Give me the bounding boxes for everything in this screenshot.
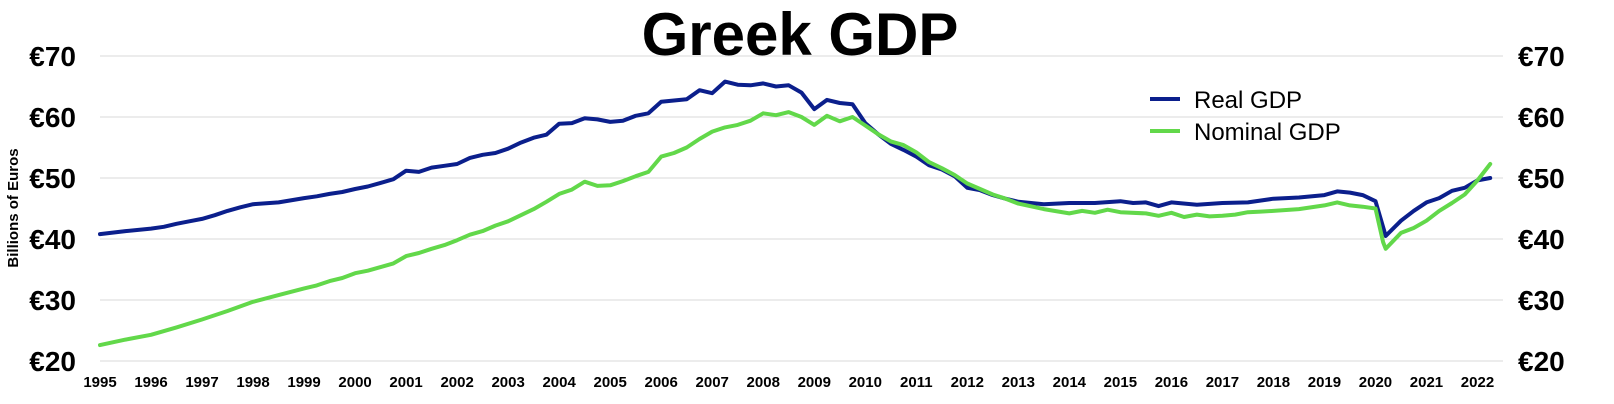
y-tick-right-60: €60 (1518, 102, 1565, 133)
x-tick-2021: 2021 (1410, 374, 1443, 391)
legend: Real GDP Nominal GDP (1150, 87, 1341, 146)
x-tick-1997: 1997 (185, 374, 218, 391)
y-tick-right-40: €40 (1518, 224, 1565, 255)
y-tick-right-30: €30 (1518, 285, 1565, 316)
x-tick-1999: 1999 (287, 374, 320, 391)
x-tick-2015: 2015 (1104, 374, 1137, 391)
x-tick-2008: 2008 (747, 374, 780, 391)
y-tick-left-50: €50 (29, 163, 76, 194)
x-tick-2005: 2005 (593, 374, 626, 391)
x-axis: 1995 1996 1997 1998 1999 2000 2001 2002 2003 2004… (83, 374, 1494, 391)
x-tick-2016: 2016 (1155, 374, 1188, 391)
x-tick-2009: 2009 (798, 374, 831, 391)
y-axis-label: Billions of Euros (5, 148, 22, 267)
y-tick-left-30: €30 (29, 285, 76, 316)
x-tick-2004: 2004 (542, 374, 576, 391)
x-tick-2002: 2002 (440, 374, 473, 391)
series-lines (98, 79, 1493, 348)
x-tick-2003: 2003 (491, 374, 524, 391)
y-axis-left: €20 €30 €40 €50 €60 €70 (29, 41, 76, 377)
x-tick-2020: 2020 (1359, 374, 1392, 391)
x-tick-2011: 2011 (900, 374, 933, 391)
x-tick-2001: 2001 (389, 374, 422, 391)
x-tick-2007: 2007 (696, 374, 729, 391)
y-tick-left-60: €60 (29, 102, 76, 133)
x-tick-2006: 2006 (645, 374, 678, 391)
legend-label-nominal-gdp: Nominal GDP (1194, 119, 1341, 146)
chart-title: Greek GDP (642, 1, 959, 68)
series-line-nominal-gdp (98, 110, 1493, 348)
x-tick-2013: 2013 (1002, 374, 1035, 391)
y-tick-left-40: €40 (29, 224, 76, 255)
x-tick-2000: 2000 (338, 374, 371, 391)
x-tick-2018: 2018 (1257, 374, 1290, 391)
x-tick-1998: 1998 (236, 374, 269, 391)
y-tick-left-70: €70 (29, 41, 76, 72)
x-tick-1995: 1995 (83, 374, 116, 391)
x-tick-2019: 2019 (1308, 374, 1341, 391)
x-tick-1996: 1996 (134, 374, 167, 391)
y-tick-right-50: €50 (1518, 163, 1565, 194)
y-tick-right-70: €70 (1518, 41, 1565, 72)
x-tick-2014: 2014 (1053, 374, 1087, 391)
x-tick-2012: 2012 (951, 374, 984, 391)
legend-label-real-gdp: Real GDP (1194, 87, 1302, 114)
x-tick-2017: 2017 (1206, 374, 1239, 391)
x-tick-2022: 2022 (1461, 374, 1494, 391)
y-tick-left-20: €20 (29, 346, 76, 377)
y-tick-right-20: €20 (1518, 346, 1565, 377)
x-tick-2010: 2010 (849, 374, 882, 391)
y-axis-right: €20 €30 €40 €50 €60 €70 (1518, 41, 1565, 377)
series-line-real-gdp (98, 79, 1493, 238)
